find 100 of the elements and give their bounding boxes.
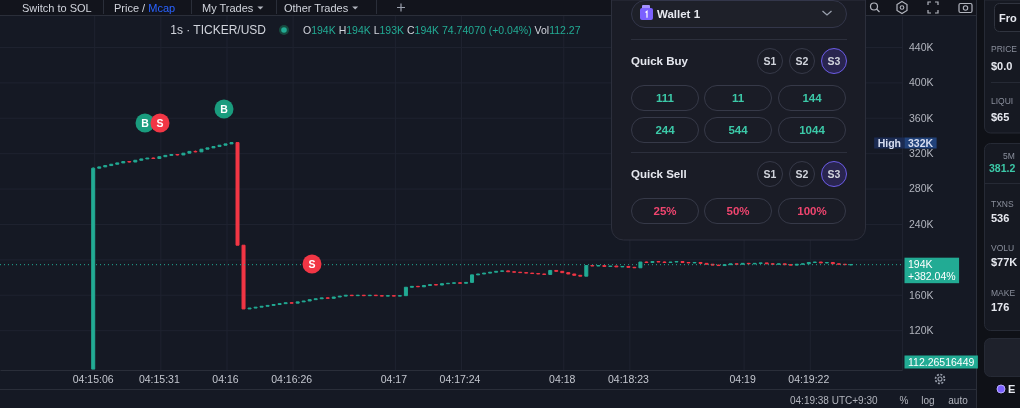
- candlestick: [103, 165, 108, 168]
- text: $65: [991, 110, 1010, 123]
- text: Price / Mcap: [114, 1, 176, 14]
- y-tick-label: 160K: [909, 288, 934, 301]
- candlestick: [331, 296, 336, 299]
- text: $0.0: [991, 59, 1013, 72]
- candlestick: [488, 271, 493, 274]
- candlestick: [476, 273, 481, 276]
- text: log: [921, 394, 935, 406]
- candlestick: [121, 161, 126, 164]
- y-tick-label: 120K: [909, 324, 934, 337]
- annotation: B: [220, 102, 229, 115]
- text: E: [1008, 382, 1016, 395]
- annotation: 144: [802, 92, 823, 105]
- annotation: 111: [656, 92, 675, 105]
- x-tick-label: 04:15:06: [72, 373, 114, 386]
- x-tick-label: 04:16:26: [271, 373, 313, 386]
- annotation: 100%: [797, 205, 827, 218]
- text: $77K: [991, 255, 1018, 268]
- candlestick: [482, 272, 487, 275]
- text: 381.2: [989, 161, 1016, 174]
- text: Other Trades: [284, 1, 349, 14]
- text: TXNS: [991, 198, 1014, 209]
- candlestick: [572, 273, 577, 276]
- candlestick: [464, 281, 469, 284]
- text: LIQUI: [991, 95, 1014, 106]
- text: MAKE: [991, 287, 1016, 298]
- candlestick: [421, 284, 426, 288]
- candlestick: [554, 269, 559, 272]
- text: Fro: [999, 11, 1017, 24]
- x-tick-label: 04:18:23: [607, 373, 649, 386]
- candlestick: [494, 270, 499, 273]
- annotation: Wallet 1: [657, 8, 701, 21]
- candlestick: [458, 281, 463, 284]
- annotation: S: [156, 116, 164, 129]
- annotation: S2: [795, 54, 809, 67]
- candlestick: [433, 283, 438, 286]
- candlestick: [109, 163, 114, 167]
- x-tick-label: 04:19:22: [788, 373, 830, 386]
- x-tick-label: 04:18: [549, 373, 576, 386]
- candlestick: [379, 294, 384, 297]
- y-tick-label: 440K: [909, 40, 934, 53]
- annotation: 244: [655, 124, 676, 137]
- annotation: High 332K: [877, 136, 934, 149]
- candlestick: [614, 265, 619, 268]
- text: 5M: [1003, 150, 1015, 161]
- candlestick: [764, 262, 769, 265]
- candlestick: [193, 150, 198, 153]
- text: %: [899, 394, 909, 406]
- candlestick: [313, 298, 318, 301]
- candlestick: [115, 162, 120, 165]
- text: 04:19:38 UTC+9:30: [790, 394, 878, 406]
- annotation: 50%: [726, 205, 750, 218]
- candlestick: [151, 157, 156, 160]
- candlestick: [548, 269, 553, 275]
- annotation: Quick Sell: [631, 168, 687, 181]
- annotation: 544: [728, 124, 749, 137]
- candlestick: [470, 274, 475, 283]
- x-tick-label: 04:17:24: [439, 373, 481, 386]
- y-tick-label: 400K: [909, 76, 934, 89]
- candlestick: [452, 282, 457, 285]
- annotation: S: [308, 257, 316, 270]
- candlestick: [788, 263, 793, 266]
- y-tick-label: 280K: [909, 182, 934, 195]
- candlestick: [97, 166, 102, 169]
- annotation: 11: [731, 92, 745, 105]
- candlestick: [295, 301, 300, 304]
- x-tick-label: 04:17: [380, 373, 408, 386]
- candlestick: [307, 299, 312, 302]
- candlestick: [337, 295, 342, 298]
- text: O194K H194K L193K C194K 74.74070 (+0.04%) Vol112.27: [303, 23, 581, 36]
- annotation: S1: [763, 54, 777, 67]
- text: 112.26516449: [908, 355, 975, 368]
- candlestick: [319, 297, 324, 300]
- text: My Trades: [202, 1, 254, 14]
- x-tick-label: 04:19: [729, 373, 756, 386]
- candlestick: [127, 160, 132, 163]
- candlestick: [578, 274, 583, 277]
- candlestick: [343, 294, 348, 297]
- x-tick-label: 04:16: [212, 373, 239, 386]
- candlestick: [133, 159, 138, 163]
- y-tick-label: 360K: [909, 111, 934, 124]
- text: auto: [948, 394, 969, 406]
- candlestick: [830, 261, 835, 265]
- candlestick: [139, 158, 144, 161]
- x-tick-label: 04:15:31: [138, 373, 180, 386]
- text: 536: [991, 211, 1010, 224]
- candlestick: [560, 270, 565, 274]
- candlestick: [530, 272, 535, 275]
- annotation: S1: [763, 167, 777, 180]
- annotation: 1044: [799, 124, 826, 137]
- candlestick: [325, 296, 330, 299]
- y-tick-label: 240K: [909, 217, 934, 230]
- text: 176: [991, 300, 1010, 313]
- text: VOLU: [991, 242, 1015, 253]
- text: 1s · TICKER/USD: [170, 23, 267, 38]
- candlestick: [818, 261, 823, 264]
- annotation: B: [141, 116, 150, 129]
- candlestick: [506, 270, 511, 273]
- candlestick: [409, 285, 414, 288]
